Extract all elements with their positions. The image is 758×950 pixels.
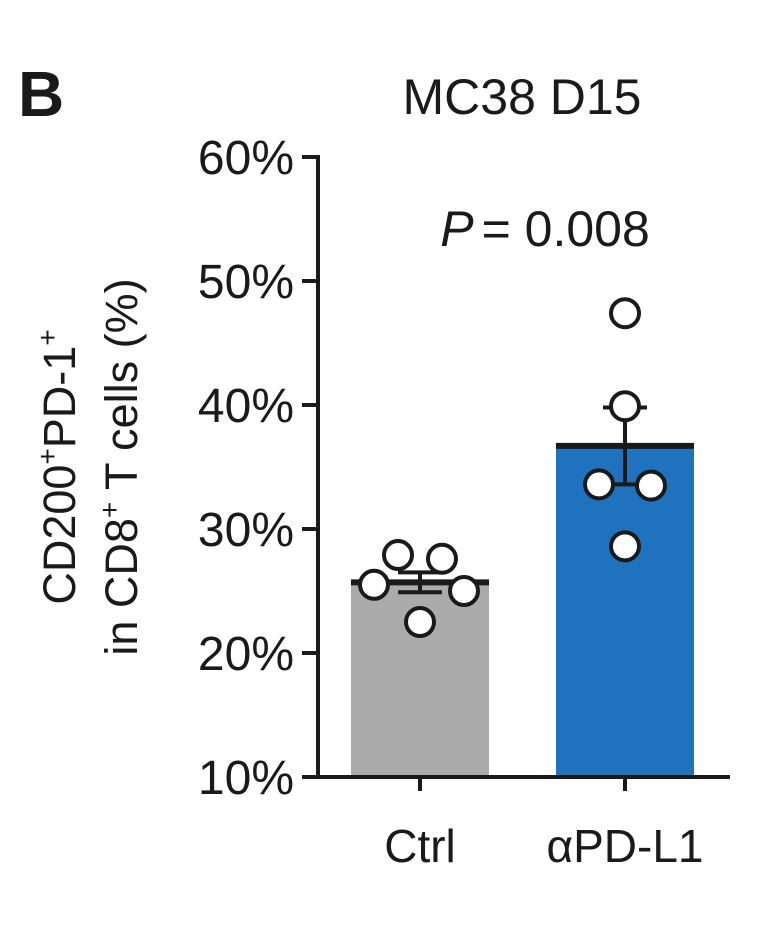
data-point-ctrl — [358, 568, 390, 601]
data-point-ctrl — [382, 539, 414, 572]
data-point-apd-l1 — [609, 530, 641, 563]
bar-apd-l1 — [556, 445, 694, 777]
y-tick-label: 20% — [198, 628, 294, 681]
data-points-layer — [358, 297, 667, 638]
data-point-apd-l1 — [609, 297, 641, 330]
y-tick-label: 40% — [198, 380, 294, 433]
y-tick-label: 60% — [198, 132, 294, 185]
x-tick-label-apd-l1: αPD-L1 — [547, 820, 704, 872]
y-tick-label: 50% — [198, 256, 294, 309]
data-point-ctrl — [426, 542, 458, 575]
axes-layer: Ctrl αPD-L1 10% 20% 30% 40% 50% 60% — [198, 132, 730, 872]
data-point-ctrl — [404, 606, 436, 638]
y-axis-title: CD200+PD-1+ in CD8+ T cells (%) — [32, 278, 147, 655]
y-tick-label: 30% — [198, 504, 294, 557]
data-point-ctrl — [448, 575, 480, 607]
p-value-italic: P — [440, 201, 474, 257]
chart-title: MC38 D15 — [403, 69, 642, 125]
data-point-apd-l1 — [635, 469, 667, 502]
y-tick-label: 10% — [198, 752, 294, 805]
p-value-annotation: P = 0.008 — [440, 201, 650, 257]
x-tick-label-ctrl: Ctrl — [384, 820, 456, 872]
p-value-text: = 0.008 — [482, 201, 650, 257]
panel-label: B — [18, 58, 64, 130]
data-point-apd-l1 — [583, 468, 615, 501]
y-axis-title-line1: CD200+PD-1+ — [32, 329, 85, 604]
y-axis-title-line2: in CD8+ T cells (%) — [94, 278, 147, 655]
data-point-apd-l1 — [609, 390, 641, 423]
